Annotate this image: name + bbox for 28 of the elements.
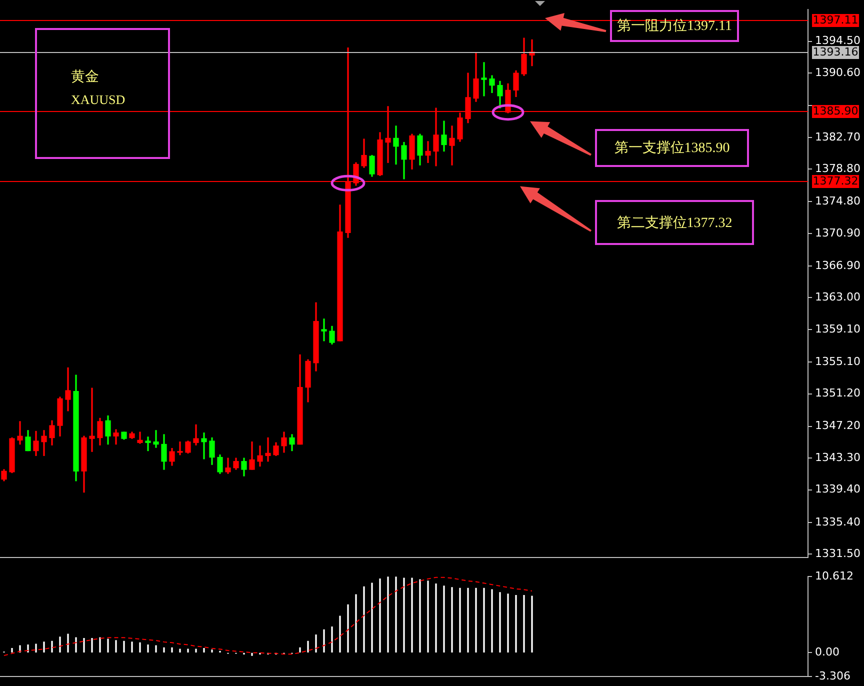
ref-line-label: 1397.11 xyxy=(812,13,858,26)
y-tick-label: 1351.20 xyxy=(815,386,860,400)
ref-line-label: 1385.90 xyxy=(812,104,858,118)
y-tick-label: 1378.80 xyxy=(815,162,860,175)
y-tick-label: 1382.70 xyxy=(815,130,860,144)
text: 黄金 xyxy=(71,68,99,86)
ref-line-label: 1377.32 xyxy=(812,174,858,188)
y-tick-label: 1343.30 xyxy=(815,450,860,464)
y-tick-label: 1394.50 xyxy=(815,34,860,48)
y-tick-label: 1370.90 xyxy=(815,226,860,240)
annotation: 第一支撑位1385.90 xyxy=(595,129,749,168)
y-tick-label: 1339.40 xyxy=(815,482,860,496)
y-tick-label: 1363.00 xyxy=(815,290,860,304)
y-tick-label: 1359.10 xyxy=(815,322,860,336)
text: XAUUSD xyxy=(71,92,126,108)
y-tick-label: 10.612 xyxy=(815,569,854,582)
y-tick-label: 0.00 xyxy=(815,646,840,659)
ref-line-label: 1393.16 xyxy=(812,45,858,58)
y-tick-label: 1335.40 xyxy=(815,515,860,528)
y-tick-label: 1374.80 xyxy=(815,194,860,208)
annotation: 第一阻力位1397.11 xyxy=(610,10,739,42)
y-tick-label: 1347.20 xyxy=(815,419,860,432)
annotation: 第二支撑位1377.32 xyxy=(595,200,754,246)
y-tick-label: 1390.60 xyxy=(815,66,860,79)
y-tick-label: -3.306 xyxy=(815,669,850,682)
y-tick-label: 1331.50 xyxy=(815,547,860,560)
y-tick-label: 1355.10 xyxy=(815,354,860,368)
y-tick-label: 1366.90 xyxy=(815,258,860,272)
